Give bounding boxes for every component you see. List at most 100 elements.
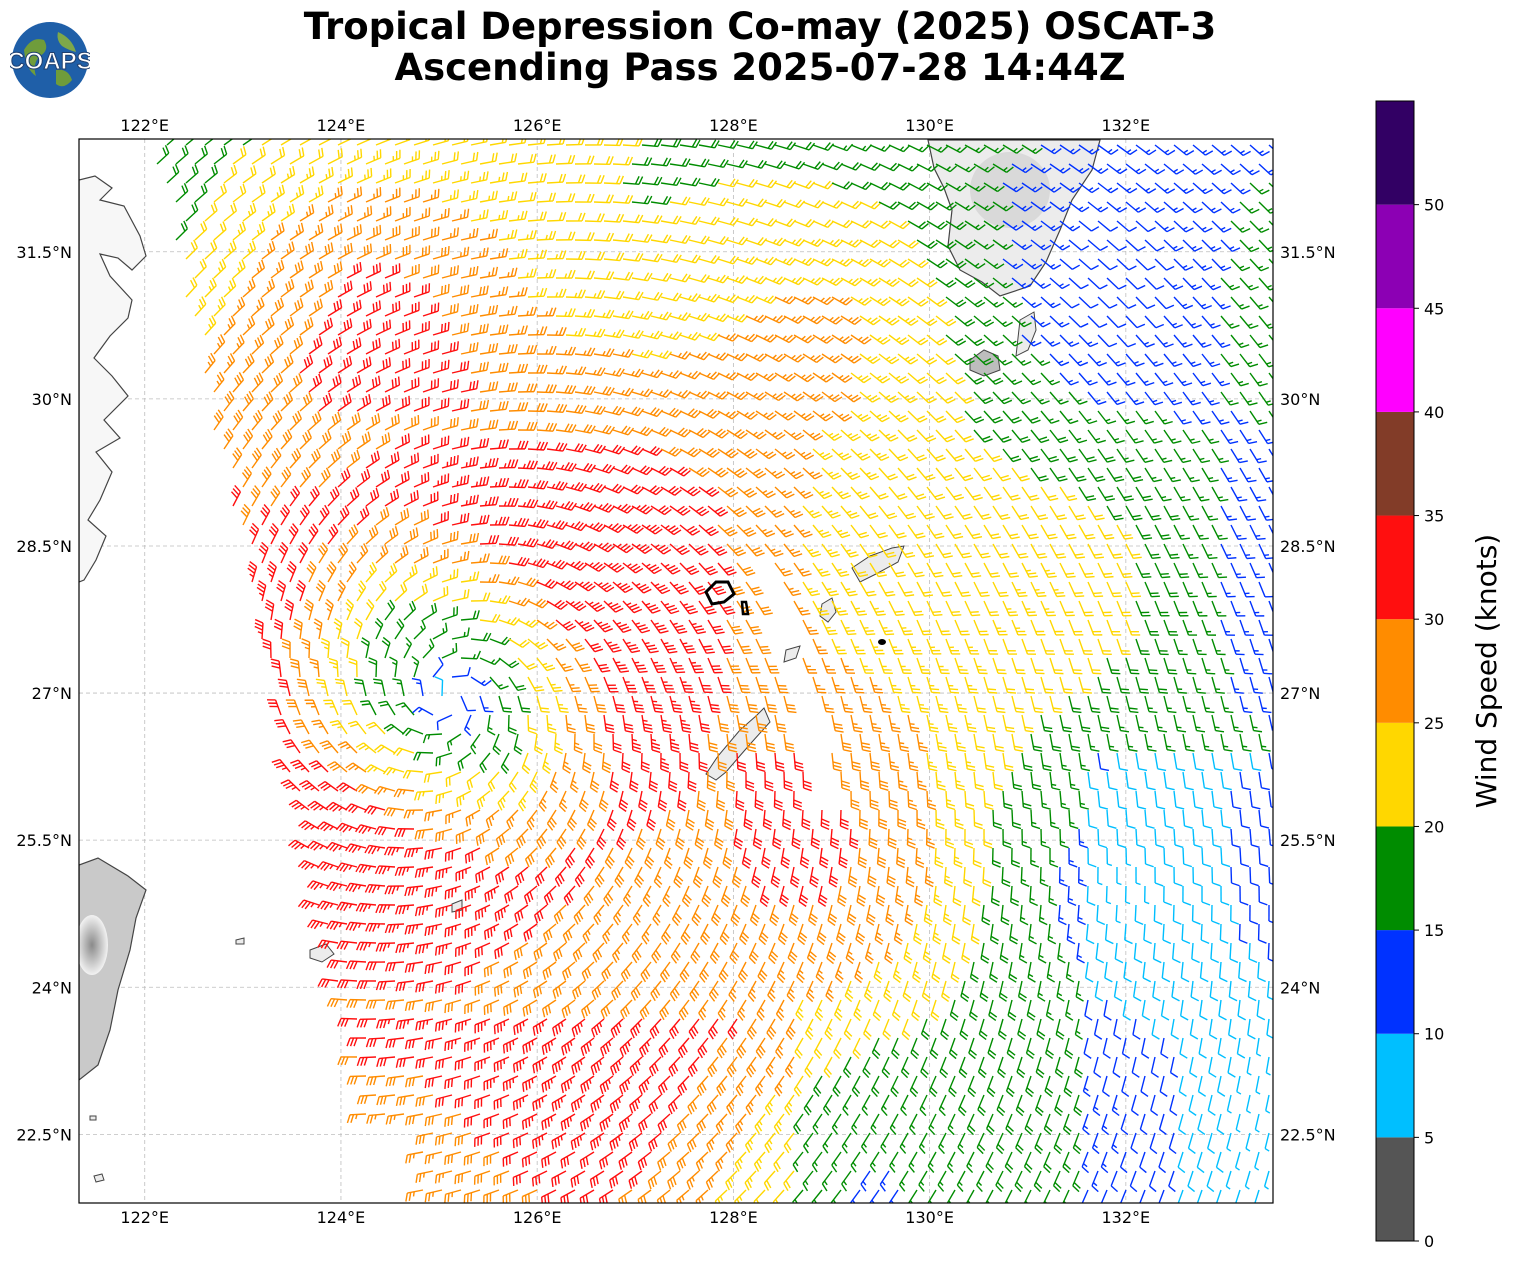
wind-barb <box>308 185 324 203</box>
lat-tick-label-left: 30°N <box>32 390 72 409</box>
wind-barb <box>1144 201 1165 214</box>
wind-barb <box>422 150 440 165</box>
wind-barb <box>213 145 228 165</box>
wind-barb <box>460 189 479 203</box>
wind-barb <box>1040 144 1062 155</box>
wind-barb <box>498 191 518 203</box>
wind-barb <box>441 151 460 165</box>
wind-barb <box>375 168 392 184</box>
wind-barb <box>717 178 739 188</box>
wind-barb <box>536 192 557 203</box>
wind-barb <box>1040 182 1062 193</box>
wind-barb <box>527 173 547 184</box>
taiwan-terrain <box>79 915 108 975</box>
wind-barb <box>688 158 710 168</box>
wind-barb <box>308 147 324 165</box>
lon-tick-label-bottom: 128°E <box>709 1208 758 1227</box>
wind-barb <box>517 191 537 203</box>
colorbar-bin <box>1376 1137 1414 1241</box>
wind-barb <box>204 202 218 222</box>
wind-barb <box>1154 182 1176 194</box>
wind-barb <box>508 172 528 184</box>
wind-barb <box>726 197 749 207</box>
wind-barb <box>707 197 729 207</box>
wind-barb <box>859 162 882 172</box>
wind-barb <box>470 139 488 146</box>
lat-tick-label-left: 25.5°N <box>16 831 72 850</box>
wind-barb <box>1220 163 1241 176</box>
china-coast <box>79 175 147 583</box>
wind-barb <box>1144 163 1166 175</box>
wind-barb <box>964 182 986 192</box>
wind-barb <box>574 193 595 203</box>
lat-tick-label-left: 24°N <box>32 978 72 997</box>
wind-barb <box>1116 182 1138 194</box>
wind-barb <box>869 144 892 152</box>
wind-barb <box>422 188 440 203</box>
wind-barb <box>1230 182 1251 195</box>
colorbar-bin <box>1376 619 1414 723</box>
colorbar-bin <box>1376 101 1414 205</box>
wind-barb <box>622 175 644 185</box>
wind-barb <box>593 194 614 204</box>
wind-barb <box>394 206 411 222</box>
wind-barb <box>679 139 701 149</box>
wind-barb <box>280 139 293 146</box>
lat-tick-label-right: 27°N <box>1280 684 1320 703</box>
wind-barb <box>565 174 586 184</box>
wind-barb <box>194 183 208 203</box>
title-line-1: Tropical Depression Co-may (2025) OSCAT-… <box>303 5 1217 48</box>
wind-barb <box>612 156 634 166</box>
wind-barb <box>546 139 566 146</box>
wind-barb <box>270 184 285 203</box>
wind-barb <box>384 187 401 203</box>
wind-barb <box>897 201 919 211</box>
colorbar-bin <box>1376 515 1414 620</box>
wind-barb <box>688 196 710 206</box>
wind-barb <box>299 139 313 146</box>
wind-barb <box>1125 201 1147 213</box>
wind-barb <box>413 207 431 222</box>
wind-barb <box>403 150 421 165</box>
wind-barb <box>299 204 315 222</box>
wind-barb <box>660 139 682 148</box>
wind-barb <box>166 139 175 146</box>
wind-barb <box>451 208 470 222</box>
wind-barb <box>1173 144 1195 156</box>
wind-barb <box>783 160 806 170</box>
wind-barb <box>1116 144 1138 156</box>
wind-barb <box>1097 182 1119 194</box>
wind-barb <box>470 171 489 184</box>
wind-barb <box>603 175 625 185</box>
chart-title: Tropical Depression Co-may (2025) OSCAT-… <box>180 6 1340 88</box>
lon-tick-label-bottom: 122°E <box>120 1208 169 1227</box>
wind-barb <box>327 185 343 203</box>
wind-barb <box>593 156 614 166</box>
wind-barb <box>375 206 392 222</box>
wind-barb <box>660 176 682 187</box>
lon-tick-label-top: 132°E <box>1102 116 1151 135</box>
wind-barb <box>1258 163 1273 176</box>
wind-barb <box>318 166 334 184</box>
wind-barb <box>185 201 199 222</box>
wind-barb <box>983 144 1005 154</box>
logo-text: COAPS <box>10 48 90 75</box>
wind-barb <box>1154 144 1176 156</box>
wind-barb <box>916 201 938 211</box>
colorbar-tick-label: 45 <box>1424 299 1444 318</box>
wind-barb <box>346 148 363 165</box>
wind-barb <box>945 182 967 192</box>
wind-barb <box>840 200 863 210</box>
wind-barb <box>897 163 920 172</box>
wind-barb <box>223 164 238 184</box>
wind-barb <box>821 200 844 209</box>
wind-barb <box>859 200 882 210</box>
wind-barb <box>1192 144 1214 156</box>
wind-barb <box>375 139 392 146</box>
wind-barb <box>270 146 286 165</box>
wind-barb <box>1163 201 1184 214</box>
wind-barb <box>479 190 498 203</box>
title-line-2: Ascending Pass 2025-07-28 14:44Z <box>394 46 1126 89</box>
okinawa <box>705 707 771 781</box>
wind-barb <box>384 149 401 165</box>
